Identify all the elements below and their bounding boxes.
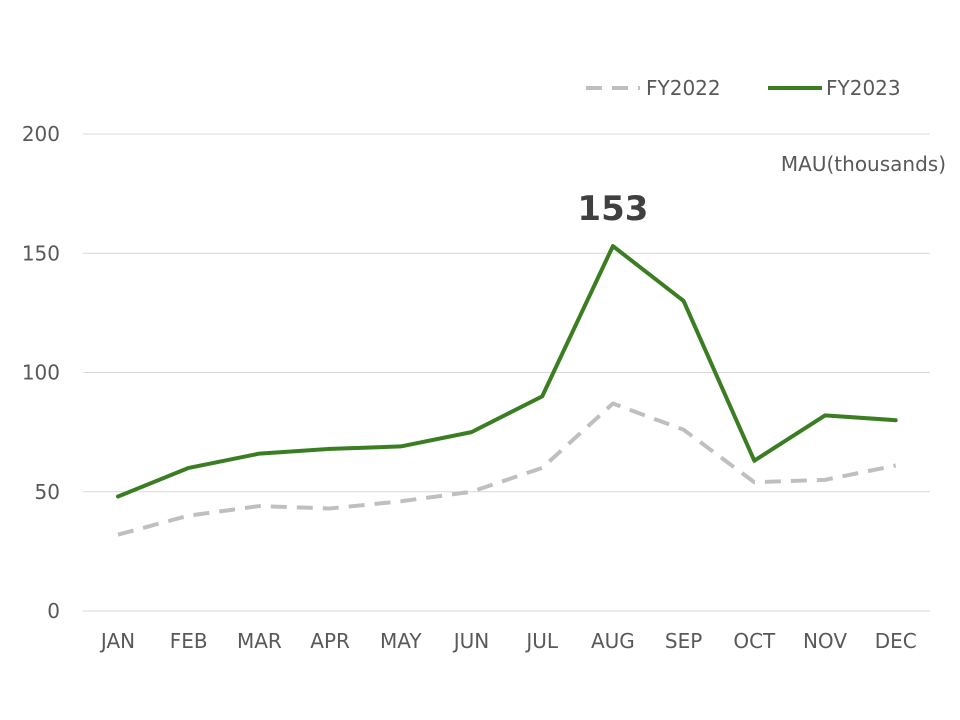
y-axis-ticks: 0 50 100 150 200 [22,122,60,623]
data-point [116,533,120,537]
data-point [894,464,898,468]
data-point [823,478,827,482]
x-tick-label: DEC [875,629,917,653]
data-point [187,466,191,470]
x-tick-label: FEB [170,629,208,653]
data-point [611,402,615,406]
data-point [752,459,756,463]
y-tick-label: 200 [22,122,60,146]
x-tick-label: JUL [524,629,559,653]
x-tick-label: AUG [591,629,635,653]
data-point [470,430,474,434]
x-tick-label: NOV [803,629,847,653]
x-tick-label: OCT [733,629,776,653]
y-tick-label: 50 [35,480,60,504]
data-point [682,428,686,432]
gridlines [83,133,930,612]
data-point [187,514,191,518]
data-point [257,504,261,508]
legend: FY2022 FY2023 [586,76,901,100]
data-point [116,495,120,499]
peak-value-label: 153 [577,189,648,229]
legend-label-fy2023: FY2023 [826,76,901,100]
annotations: 153 [577,189,648,229]
data-point [823,413,827,417]
data-point [399,499,403,503]
data-point [682,299,686,303]
x-tick-label: JAN [99,629,135,653]
y-tick-label: 0 [47,599,60,623]
y-tick-label: 150 [22,241,60,265]
x-axis-ticks: JAN FEB MAR APR MAY JUN JUL AUG SEP OCT NOV DEC [99,629,917,653]
data-point [470,490,474,494]
x-tick-label: MAR [237,629,282,653]
data-point [752,480,756,484]
unit-label: MAU(thousands) [781,152,946,176]
series-line-fy2022 [117,401,897,537]
data-point [399,444,403,448]
series-line-fy2023 [116,244,898,499]
y-tick-label: 100 [22,361,60,385]
data-point [328,506,332,510]
data-point [540,394,544,398]
x-tick-label: SEP [665,629,702,653]
x-tick-label: MAY [380,629,422,653]
x-tick-label: JUN [452,629,490,653]
data-point [894,418,898,422]
data-point [611,244,615,248]
x-tick-label: APR [310,629,350,653]
legend-label-fy2022: FY2022 [646,76,721,100]
data-point [328,447,332,451]
series-lines [116,244,898,537]
data-point [540,466,544,470]
data-point [257,452,261,456]
